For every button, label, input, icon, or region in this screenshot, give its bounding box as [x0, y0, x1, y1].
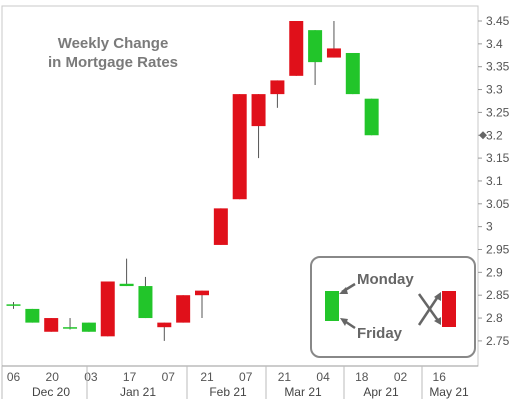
y-tick-label: 3.15 — [486, 151, 510, 165]
x-month-label: Feb 21 — [209, 385, 247, 399]
candle-body — [308, 30, 323, 63]
x-axis: 06 20 03 17 07 21 07 21 04 18 02 16 Dec 20 Jan 21 Feb … — [1, 365, 478, 399]
x-day-label: 07 — [162, 370, 176, 384]
candle — [63, 318, 78, 330]
candle — [6, 302, 21, 309]
x-month-label: Dec 20 — [32, 385, 70, 399]
candle — [25, 308, 40, 323]
x-day-label: 17 — [123, 370, 137, 384]
y-tick-label: 3.45 — [486, 14, 510, 28]
candle — [157, 322, 172, 341]
candle — [289, 21, 304, 76]
y-tick-label: 3.2 — [486, 128, 503, 142]
y-tick-label: 2.95 — [486, 243, 510, 257]
candle-body — [326, 48, 341, 58]
chart-title-line-2: in Mortgage Rates — [48, 54, 178, 71]
x-day-label: 20 — [46, 370, 60, 384]
candle-body — [100, 281, 115, 337]
y-tick-label: 3.25 — [486, 105, 510, 119]
legend-box: Monday Friday — [310, 256, 476, 358]
legend-arrow-to-red-bottom — [417, 293, 441, 323]
y-tick-label: 3.4 — [486, 37, 503, 51]
candle — [195, 290, 209, 319]
x-month-label: Mar 21 — [284, 385, 322, 399]
legend-arrowhead-red-bottom — [434, 317, 441, 325]
x-month-label: Jan 21 — [120, 385, 156, 399]
candle-body — [44, 318, 59, 332]
candle-body — [345, 52, 360, 95]
y-tick-label: 3.05 — [486, 197, 510, 211]
candle-body — [289, 21, 304, 76]
y-tick-label: 3.1 — [486, 174, 503, 188]
y-tick-label: 2.75 — [486, 334, 510, 348]
candle-body — [232, 94, 247, 200]
y-axis: 2.75 2.8 2.85 2.9 2.95 3 3.05 3.1 3.15 3.2 3.25 3.3… — [478, 14, 510, 348]
candle-body — [81, 322, 96, 332]
candle-body — [119, 283, 134, 287]
candle-body — [176, 295, 191, 323]
x-month-label: Apr 21 — [363, 385, 399, 399]
x-month-label: May 21 — [429, 385, 469, 399]
x-day-label: 21 — [278, 370, 292, 384]
candle — [213, 208, 228, 245]
candle — [251, 94, 266, 159]
legend-arrowhead-monday — [339, 287, 348, 294]
candle — [345, 52, 360, 95]
last-value-marker — [479, 131, 487, 140]
candle — [364, 98, 379, 136]
legend-red-candle — [442, 291, 456, 327]
chart-title-line-1: Weekly Change — [58, 35, 169, 52]
candle — [44, 318, 59, 332]
y-tick-label: 3.35 — [486, 60, 510, 74]
x-day-label: 03 — [84, 370, 98, 384]
candle-body — [251, 94, 266, 127]
legend-friday-label: Friday — [357, 325, 403, 342]
candle-body — [213, 208, 228, 245]
candle-body — [270, 80, 285, 95]
y-tick-label: 3.3 — [486, 83, 503, 97]
y-tick-label: 3 — [486, 220, 493, 234]
x-day-label: 06 — [7, 370, 21, 384]
legend-green-candle — [325, 291, 339, 321]
candle-body — [157, 322, 172, 328]
x-day-label: 16 — [433, 370, 447, 384]
candle — [326, 21, 341, 58]
x-day-label: 02 — [394, 370, 408, 384]
candle-body — [195, 290, 209, 296]
candle — [308, 30, 323, 85]
candle — [232, 94, 247, 200]
candle-body — [138, 286, 153, 319]
legend-arrowhead-red-top — [434, 292, 441, 301]
candle-body — [364, 98, 379, 136]
candles — [6, 21, 379, 341]
candle — [270, 80, 285, 108]
y-tick-label: 2.9 — [486, 265, 503, 279]
x-day-label: 21 — [200, 370, 214, 384]
candle — [176, 295, 191, 323]
x-day-label: 07 — [239, 370, 253, 384]
candle-body — [6, 304, 21, 306]
y-tick-label: 2.8 — [486, 311, 503, 325]
legend-monday-label: Monday — [357, 271, 414, 288]
candle — [138, 276, 153, 319]
legend-border — [310, 256, 476, 358]
candle-body — [63, 327, 78, 329]
candle-body — [25, 308, 40, 323]
candle — [81, 322, 96, 332]
x-day-label: 18 — [355, 370, 369, 384]
x-day-label: 04 — [316, 370, 330, 384]
legend-arrowhead-friday — [340, 318, 348, 326]
y-tick-label: 2.85 — [486, 288, 510, 302]
candle — [119, 258, 134, 287]
candle — [100, 281, 115, 337]
